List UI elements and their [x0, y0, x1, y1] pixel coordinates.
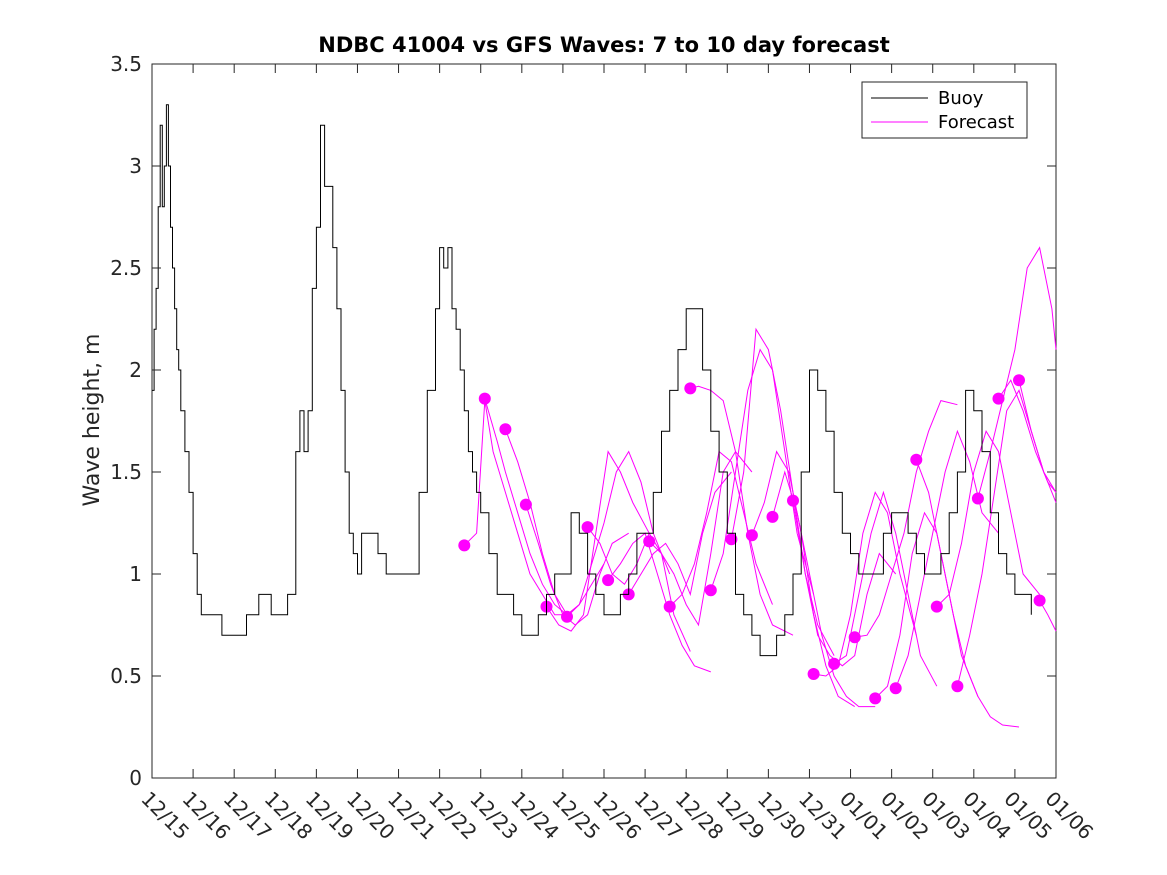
forecast-run-line-9: [648, 450, 753, 627]
forecast-start-point-17: [807, 668, 820, 680]
forecast-start-point-15: [766, 510, 779, 523]
forecast-run-line-22: [915, 459, 1020, 728]
legend-forecast-label: Forecast: [938, 112, 1014, 133]
forecast-run-line-8: [628, 471, 732, 597]
forecast-run-line-13: [730, 327, 835, 656]
forecast-start-point-5: [561, 610, 573, 623]
forecast-start-point-12: [704, 584, 717, 597]
forecast-start-point-22: [910, 453, 923, 466]
forecast-run-line-25: [977, 246, 1057, 499]
forecast-run-line-15: [772, 470, 876, 708]
y-tick-label: 1: [129, 562, 142, 586]
forecast-run-line-17: [813, 491, 917, 677]
forecast-start-point-1: [478, 392, 491, 405]
forecast-run-line-19: [854, 400, 958, 638]
forecast-start-point-20: [869, 692, 882, 705]
forecast-start-point-28: [1033, 594, 1046, 607]
forecast-start-point-26: [992, 392, 1005, 405]
forecast-start-point-14: [745, 529, 758, 542]
forecast-start-point-2: [499, 423, 512, 436]
forecast-run-line-11: [690, 385, 794, 636]
forecast-run-line-16: [792, 500, 897, 667]
y-tick-label: 1.5: [110, 460, 142, 484]
y-axis-label: Wave height, m: [80, 334, 105, 507]
forecast-start-point-19: [848, 631, 861, 644]
forecast-run-line-23: [936, 429, 1040, 607]
y-tick-label: 2: [129, 358, 142, 382]
buoy-series-line: [152, 104, 1032, 657]
forecast-start-point-7: [602, 574, 615, 587]
legend: Buoy Forecast: [861, 81, 1028, 139]
forecast-start-point-0: [458, 539, 471, 552]
forecast-run-line-26: [998, 379, 1057, 493]
forecast-run-line-4: [546, 450, 650, 632]
legend-box: [861, 81, 1028, 139]
legend-buoy-label: Buoy: [938, 88, 984, 109]
forecast-start-point-13: [725, 533, 738, 546]
forecast-run-line-1: [484, 398, 580, 616]
forecast-start-point-10: [663, 600, 676, 613]
y-tick-label: 3: [129, 154, 142, 178]
forecast-start-point-23: [930, 600, 943, 613]
forecast-start-point-3: [519, 498, 532, 511]
forecast-start-point-11: [684, 382, 697, 395]
forecast-start-point-27: [1013, 374, 1025, 387]
forecast-run-line-20: [874, 511, 979, 699]
chart-title: NDBC 41004 vs GFS Waves: 7 to 10 day for…: [318, 33, 889, 57]
forecast-run-line-5: [566, 450, 671, 618]
forecast-start-point-16: [787, 494, 799, 507]
forecast-run-line-7: [607, 532, 711, 673]
y-tick-label: 0.5: [110, 664, 142, 688]
forecast-start-point-18: [828, 657, 841, 670]
plot-area: [151, 63, 1057, 779]
y-tick-label: 2.5: [110, 256, 142, 280]
forecast-start-point-9: [643, 535, 656, 548]
y-tick-label: 0: [129, 766, 142, 790]
forecast-start-point-21: [889, 682, 902, 695]
forecast-start-point-6: [581, 521, 594, 534]
plot-layer: [152, 104, 1057, 728]
forecast-start-point-24: [951, 680, 964, 693]
forecast-run-line-27: [1018, 380, 1057, 493]
forecast-start-point-25: [971, 492, 984, 505]
y-tick-label: 3.5: [110, 52, 142, 76]
